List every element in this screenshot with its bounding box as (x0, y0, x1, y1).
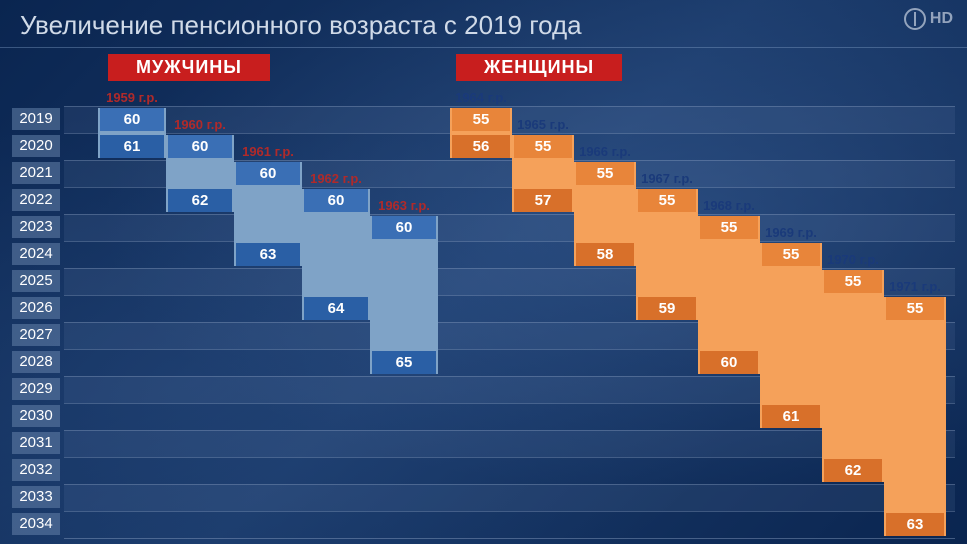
women-end-age: 61 (762, 405, 820, 428)
men-start-age: 60 (168, 135, 232, 158)
year-label: 2027 (12, 324, 60, 346)
men-end-age: 62 (168, 189, 232, 212)
men-start-age: 60 (100, 108, 164, 131)
men-end-age: 61 (100, 135, 164, 158)
page-title: Увеличение пенсионного возраста с 2019 г… (20, 10, 582, 40)
men-birth-label: 1959 г.р. (98, 90, 166, 105)
women-end-age: 59 (638, 297, 696, 320)
women-birth-label: 1965 г.р. (512, 117, 574, 132)
men-birth-label: 1961 г.р. (234, 144, 302, 159)
men-end-age: 65 (372, 351, 436, 374)
men-birth-label: 1962 г.р. (302, 171, 370, 186)
women-start-age: 55 (886, 297, 944, 320)
women-end-age: 62 (824, 459, 882, 482)
women-birth-label: 1967 г.р. (636, 171, 698, 186)
year-label: 2030 (12, 405, 60, 427)
year-label: 2020 (12, 135, 60, 157)
women-end-age: 57 (514, 189, 572, 212)
women-birth-label: 1970 г.р. (822, 252, 884, 267)
year-label: 2025 (12, 270, 60, 292)
women-birth-label: 1971 г.р. (884, 279, 946, 294)
men-start-age: 60 (236, 162, 300, 185)
women-bar (822, 270, 884, 482)
men-end-age: 64 (304, 297, 368, 320)
columns: 1959 г.р.60611960 г.р.60621961 г.р.60631… (64, 92, 955, 540)
category-headers: МУЖЧИНЫ ЖЕНЩИНЫ (0, 54, 967, 88)
chart-area: 2019 2020 2021 2022 2023 2024 2025 2026 2027 2028… (12, 92, 955, 540)
women-start-age: 55 (762, 243, 820, 266)
logo-icon (904, 8, 926, 30)
women-start-age: 55 (700, 216, 758, 239)
women-end-age: 60 (700, 351, 758, 374)
year-label: 2032 (12, 459, 60, 481)
year-label: 2024 (12, 243, 60, 265)
year-label: 2029 (12, 378, 60, 400)
women-birth-label: 1969 г.р. (760, 225, 822, 240)
women-bar (884, 297, 946, 536)
year-label: 2028 (12, 351, 60, 373)
women-end-age: 63 (886, 513, 944, 536)
men-start-age: 60 (372, 216, 436, 239)
women-birth-label: 1966 г.р. (574, 144, 636, 159)
women-start-age: 55 (514, 135, 572, 158)
men-birth-label: 1963 г.р. (370, 198, 438, 213)
year-label: 2021 (12, 162, 60, 184)
channel-logo: HD (904, 8, 953, 30)
year-label: 2019 (12, 108, 60, 130)
women-birth-label: 1964 г.р. (450, 90, 512, 105)
men-birth-label: 1960 г.р. (166, 117, 234, 132)
header-women: ЖЕНЩИНЫ (456, 54, 622, 81)
year-label: 2031 (12, 432, 60, 454)
women-start-age: 55 (638, 189, 696, 212)
men-end-age: 63 (236, 243, 300, 266)
year-label: 2023 (12, 216, 60, 238)
women-birth-label: 1968 г.р. (698, 198, 760, 213)
women-start-age: 55 (452, 108, 510, 131)
year-label: 2033 (12, 486, 60, 508)
year-label: 2034 (12, 513, 60, 535)
women-start-age: 55 (576, 162, 634, 185)
logo-text: HD (930, 10, 953, 28)
header-men: МУЖЧИНЫ (108, 54, 270, 81)
year-label: 2026 (12, 297, 60, 319)
women-bar (760, 243, 822, 428)
women-start-age: 55 (824, 270, 882, 293)
year-label: 2022 (12, 189, 60, 211)
men-start-age: 60 (304, 189, 368, 212)
women-end-age: 58 (576, 243, 634, 266)
women-end-age: 56 (452, 135, 510, 158)
